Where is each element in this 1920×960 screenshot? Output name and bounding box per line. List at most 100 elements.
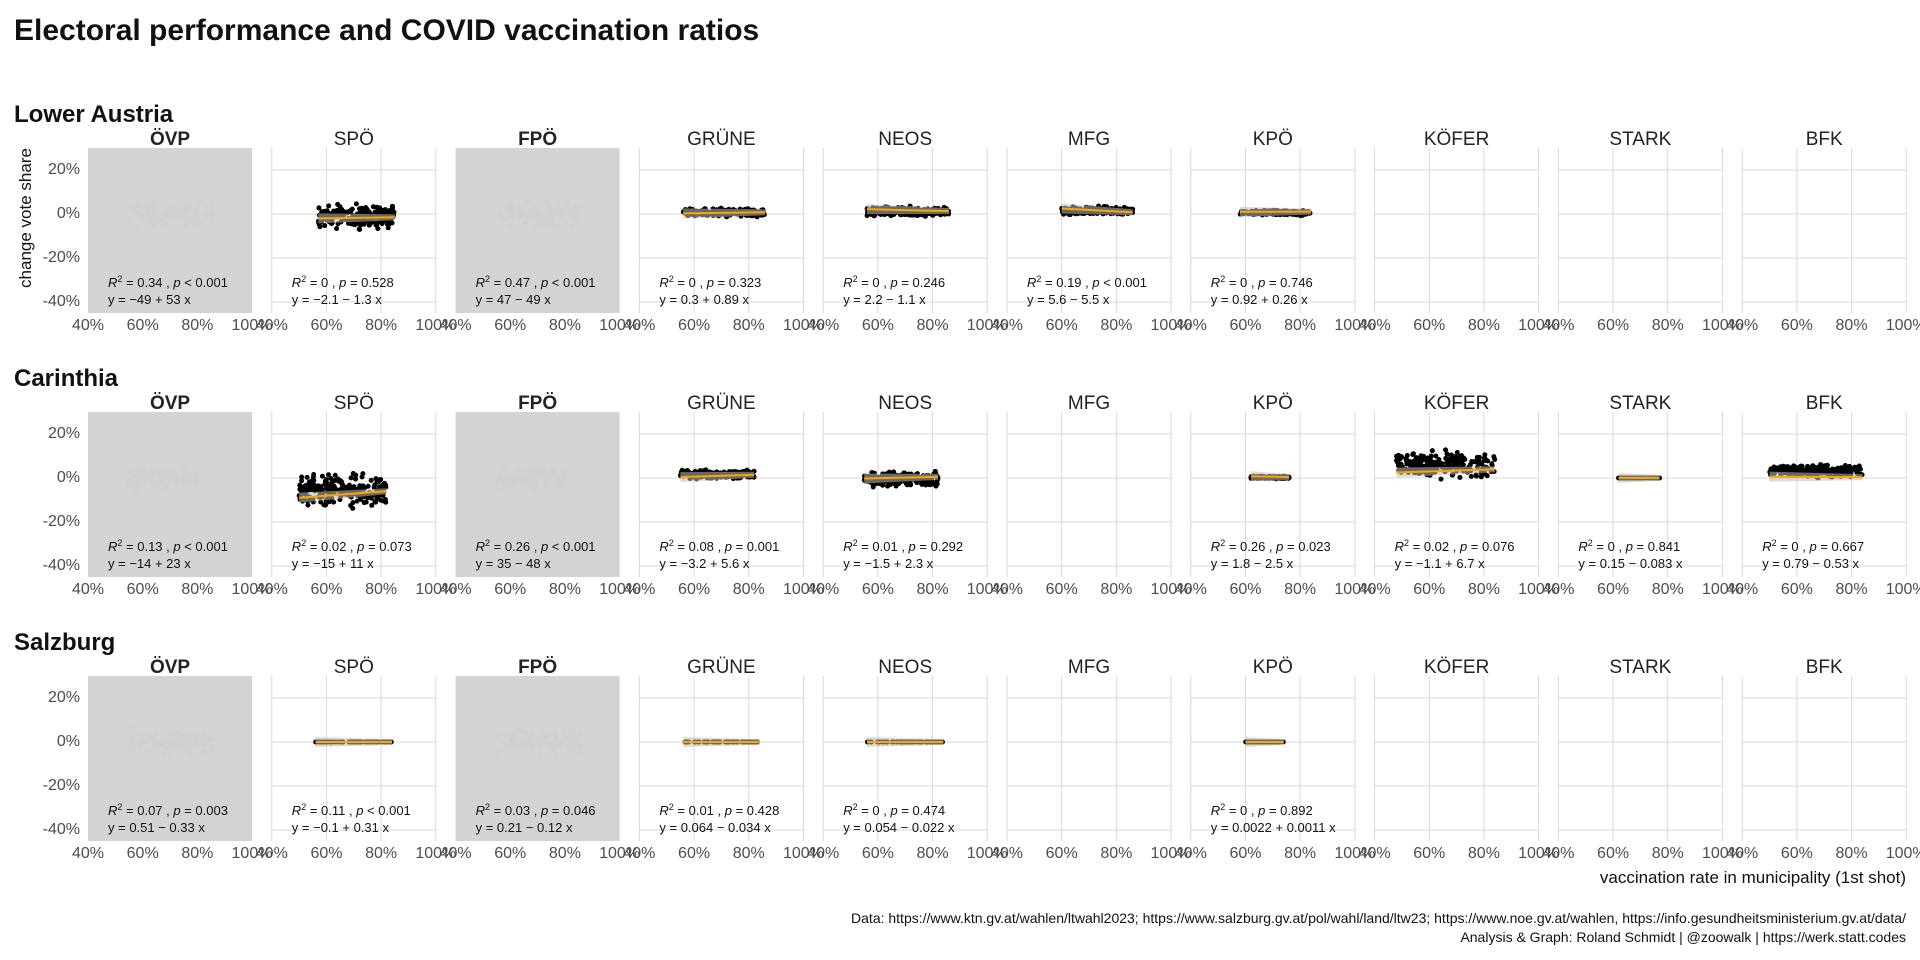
data-point xyxy=(1436,457,1442,463)
x-tick-label-neos: 80% xyxy=(917,317,949,334)
data-point xyxy=(551,748,557,754)
regression-equation-label: y = −3.2 + 5.6 x xyxy=(659,556,749,571)
regression-stats-fpoe: R2 = 0.03 , p = 0.046 y = 0.21 − 0.12 x xyxy=(476,802,596,835)
x-tick-label-kpoe: 100% xyxy=(1334,317,1375,334)
party-title-neos: NEOS xyxy=(878,129,932,150)
data-point xyxy=(567,733,573,739)
data-point xyxy=(510,741,516,747)
data-point xyxy=(525,199,531,205)
x-tick-label-kpoe: 100% xyxy=(1334,845,1375,862)
data-point xyxy=(557,211,563,217)
data-point xyxy=(563,218,569,224)
x-tick-label-koefer: 100% xyxy=(1518,845,1559,862)
data-point xyxy=(149,216,155,222)
r-squared-label: R2 = 0.03 , p = 0.046 xyxy=(476,802,596,818)
data-point xyxy=(1431,459,1437,465)
data-point xyxy=(305,502,311,508)
data-point xyxy=(558,216,564,222)
data-point xyxy=(128,204,134,210)
x-tick-label-oevp: 60% xyxy=(127,581,159,598)
data-point xyxy=(207,735,213,741)
panel-carinthia-mfg: MFG 40% 60% 80% 100% xyxy=(991,393,1191,598)
data-point xyxy=(533,481,539,487)
panel-background xyxy=(1558,148,1723,313)
x-tick-label-gruene: 80% xyxy=(733,845,765,862)
data-point xyxy=(371,485,377,491)
x-tick-label-bfk: 60% xyxy=(1781,845,1813,862)
data-point xyxy=(495,486,501,492)
data-point xyxy=(153,201,159,207)
data-point xyxy=(1450,456,1456,462)
regression-equation-label: y = −2.1 − 1.3 x xyxy=(292,292,382,307)
data-point xyxy=(510,483,516,489)
data-point xyxy=(354,498,360,504)
data-point xyxy=(208,212,214,218)
data-point xyxy=(505,744,511,750)
x-tick-label-mfg: 100% xyxy=(1151,845,1192,862)
x-tick-label-bfk: 80% xyxy=(1836,581,1868,598)
regression-equation-label: y = 0.15 − 0.083 x xyxy=(1578,556,1683,571)
data-point xyxy=(299,478,305,484)
data-point xyxy=(358,222,364,228)
data-point xyxy=(511,729,517,735)
data-point xyxy=(302,483,308,489)
panel-carinthia-kpoe: KPÖ R2 = 0.26 , p = 0.023 y = 1.8 − 2.5 x 4… xyxy=(1175,393,1375,598)
data-point xyxy=(927,482,933,488)
data-point xyxy=(547,205,553,211)
regression-equation-label: y = 0.3 + 0.89 x xyxy=(659,292,749,307)
panel-background xyxy=(823,412,988,577)
data-point xyxy=(389,220,395,226)
data-point xyxy=(384,221,390,227)
regression-stats-kpoe: R2 = 0 , p = 0.746 y = 0.92 + 0.26 x xyxy=(1211,274,1313,307)
panel-carinthia-stark: STARK R2 = 0 , p = 0.841 y = 0.15 − 0.083 … xyxy=(1542,393,1742,598)
x-tick-label-kpoe: 80% xyxy=(1284,845,1316,862)
regression-equation-label: y = 0.064 − 0.034 x xyxy=(659,820,771,835)
data-point xyxy=(328,476,334,482)
x-tick-label-kpoe: 40% xyxy=(1175,845,1207,862)
panel-background xyxy=(1374,148,1539,313)
data-point xyxy=(153,740,159,746)
data-point xyxy=(1403,457,1409,463)
regression-equation-label: y = −15 + 11 x xyxy=(292,556,374,571)
x-tick-label-stark: 80% xyxy=(1652,317,1684,334)
y-tick-label-carinthia: 20% xyxy=(48,425,80,442)
x-tick-label-stark: 100% xyxy=(1702,317,1743,334)
x-tick-label-stark: 40% xyxy=(1542,317,1574,334)
points-fpoe xyxy=(494,726,583,762)
data-point xyxy=(164,466,170,472)
data-point xyxy=(144,199,150,205)
x-tick-label-koefer: 60% xyxy=(1413,845,1445,862)
x-tick-label-fpoe: 60% xyxy=(494,845,526,862)
data-point xyxy=(567,746,573,752)
data-point xyxy=(495,754,501,760)
data-point xyxy=(375,494,381,500)
data-point xyxy=(375,226,381,232)
data-point xyxy=(171,479,177,485)
author-caption: Analysis & Graph: Roland Schmidt | @zoow… xyxy=(1460,929,1906,945)
panel-lower-austria-bfk: BFK 40% 60% 80% 100% xyxy=(1726,129,1920,334)
r-squared-label: R2 = 0 , p = 0.841 xyxy=(1578,538,1680,554)
trend-line xyxy=(318,216,395,220)
data-point xyxy=(174,729,180,735)
data-point xyxy=(181,732,187,738)
data-point xyxy=(322,223,328,229)
data-point xyxy=(536,735,542,741)
data-point xyxy=(891,469,897,475)
data-point xyxy=(310,474,316,480)
data-point xyxy=(175,482,181,488)
party-title-koefer: KÖFER xyxy=(1424,393,1489,414)
data-point xyxy=(505,474,511,480)
y-tick-label-salzburg: 0% xyxy=(57,733,80,750)
data-point xyxy=(143,203,149,209)
data-point xyxy=(538,222,544,228)
data-point xyxy=(348,475,354,481)
x-tick-label-mfg: 80% xyxy=(1100,845,1132,862)
x-tick-label-gruene: 100% xyxy=(783,317,824,334)
data-point xyxy=(550,223,556,229)
data-point xyxy=(1850,466,1856,472)
data-point xyxy=(332,477,338,483)
regression-equation-label: y = 2.2 − 1.1 x xyxy=(843,292,926,307)
panel-background xyxy=(639,676,804,841)
data-point xyxy=(561,212,567,218)
panel-background xyxy=(823,676,988,841)
